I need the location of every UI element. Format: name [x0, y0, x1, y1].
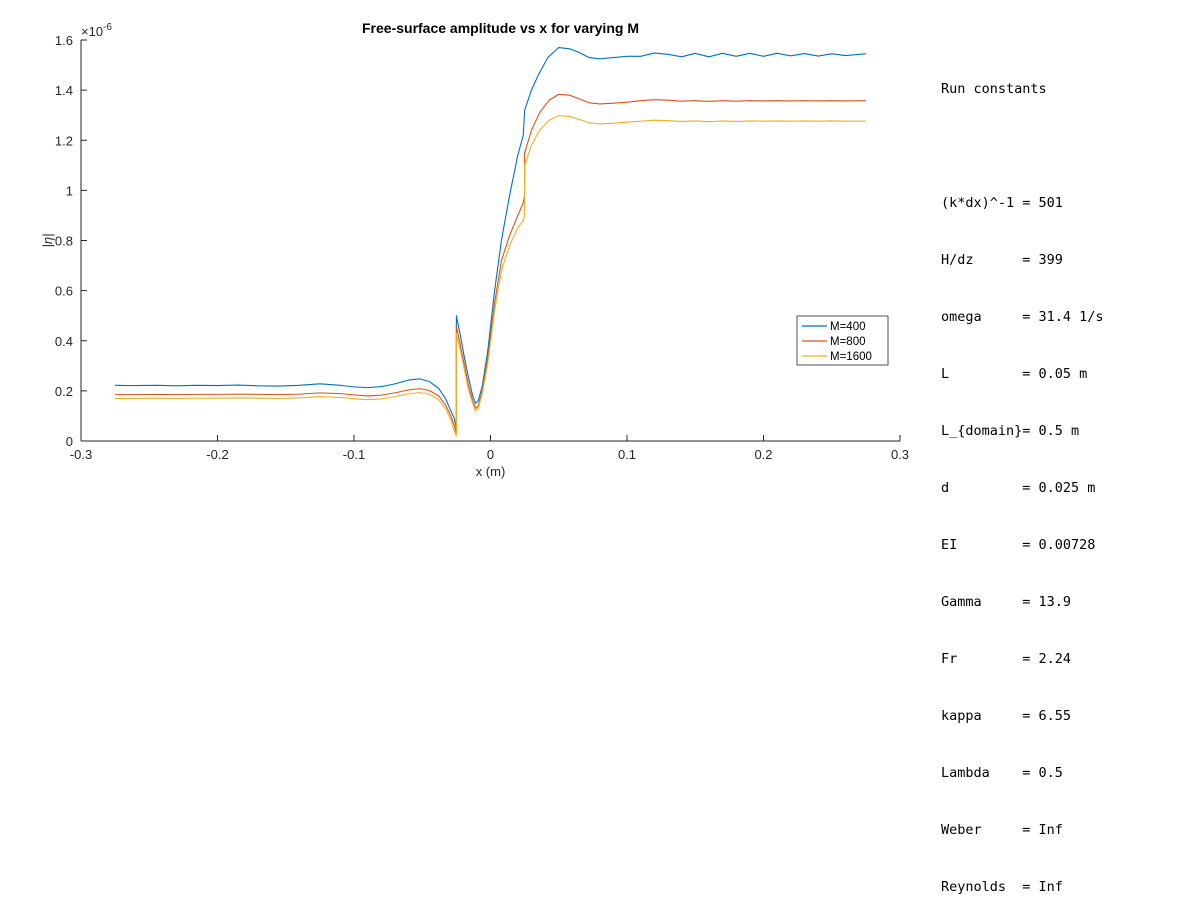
series-line-m-400 [115, 46, 866, 430]
legend-entry: M=400 [830, 321, 865, 333]
constant-row: omega = 31.4 1/s [941, 309, 1104, 325]
legend-entry: M=800 [830, 336, 865, 348]
x-tick-label: 0.3 [891, 447, 909, 462]
constant-row: L_{domain}= 0.5 m [941, 423, 1080, 439]
y-axis-label: |η| [40, 234, 55, 248]
run-constants-spacer [941, 137, 1104, 156]
y-tick-label: 0 [66, 434, 73, 449]
x-tick-label: 0.2 [754, 447, 772, 462]
legend-entry: M=1600 [830, 351, 872, 363]
y-exponent-label: ×10 [81, 24, 103, 39]
y-tick-label: 1.6 [55, 33, 73, 48]
y-exponent-power: -6 [103, 22, 112, 33]
series-line-m-800 [115, 93, 866, 435]
constant-row: EI = 0.00728 [941, 537, 1096, 553]
constant-row: L = 0.05 m [941, 366, 1088, 382]
x-tick-label: -0.3 [70, 447, 92, 462]
constant-row: kappa = 6.55 [941, 708, 1072, 724]
x-tick-label: 0.1 [618, 447, 636, 462]
chart-title: Free-surface amplitude vs x for varying … [362, 20, 639, 36]
constant-row: Reynolds = Inf [941, 879, 1063, 895]
y-tick-label: 0.8 [55, 234, 73, 249]
constant-row: H/dz = 399 [941, 252, 1063, 268]
y-tick-label: 1 [66, 183, 73, 198]
constant-row: Gamma = 13.9 [941, 594, 1072, 610]
run-constants-heading: Run constants [941, 81, 1047, 97]
constant-row: Lambda = 0.5 [941, 765, 1063, 781]
y-tick-label: 0.2 [55, 384, 73, 399]
x-tick-label: -0.2 [206, 447, 228, 462]
series-line-m-1600 [115, 115, 866, 437]
x-tick-label: -0.1 [343, 447, 365, 462]
constant-row: Fr = 2.24 [941, 651, 1072, 667]
constant-row: d = 0.025 m [941, 480, 1096, 496]
x-axis-label: x (m) [476, 464, 506, 479]
run-constants-panel: Run constants (k*dx)^-1 = 501 H/dz = 399… [941, 42, 1104, 916]
constant-row: (k*dx)^-1 = 501 [941, 195, 1063, 211]
amplitude-line-chart: -0.3 -0.2 -0.1 0 0.1 0.2 0.3 0 0.2 0.4 0.6 0.8 1 1.2 1… [40, 20, 909, 479]
y-tick-label: 0.4 [55, 334, 73, 349]
x-tick-label: 0 [487, 447, 494, 462]
y-tick-label: 1.4 [55, 83, 73, 98]
y-tick-label: 1.2 [55, 133, 73, 148]
constant-row: Weber = Inf [941, 822, 1063, 838]
y-tick-label: 0.6 [55, 284, 73, 299]
